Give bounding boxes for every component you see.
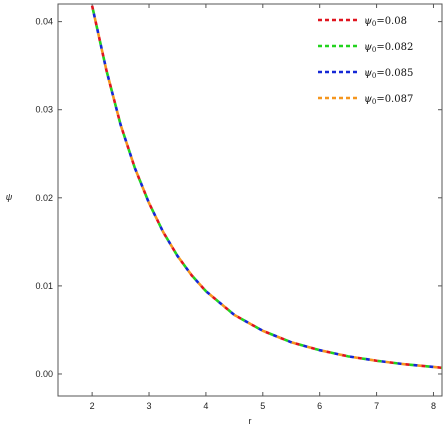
plot-frame — [57, 3, 443, 397]
legend-label-value: =0.087 — [376, 94, 413, 105]
y-tick-label: 0.01 — [35, 281, 53, 291]
legend-label-value: =0.082 — [376, 42, 413, 53]
x-tick-label: 2 — [90, 401, 95, 411]
y-tick-label: 0.02 — [35, 193, 53, 203]
x-tick-label: 6 — [317, 401, 322, 411]
y-tick-label: 0.03 — [35, 105, 53, 115]
x-axis-title: r — [249, 416, 252, 426]
legend-label: ψ0=0.085 — [364, 68, 413, 80]
series-layer — [90, 5, 442, 370]
x-tick-label: 8 — [431, 401, 436, 411]
x-tick-label: 7 — [374, 401, 379, 411]
legend-label-base: ψ — [364, 42, 372, 53]
x-axis: 2 3 4 5 6 7 8 — [90, 4, 436, 411]
legend-label: ψ0=0.082 — [364, 42, 413, 54]
legend-label-value: =0.08 — [376, 16, 407, 27]
legend-label-subscript: 0 — [372, 72, 376, 80]
y-axis-title: ψ — [6, 192, 13, 202]
y-axis: 0.00 0.01 0.02 0.03 0.04 — [35, 17, 442, 379]
series-line-1 — [90, 5, 442, 370]
legend-label-base: ψ — [364, 16, 372, 27]
y-tick-label: 0.04 — [35, 17, 53, 27]
x-tick-label: 5 — [260, 401, 265, 411]
series-line-3 — [90, 5, 442, 370]
legend-label-subscript: 0 — [372, 46, 376, 54]
x-tick-label: 3 — [147, 401, 152, 411]
legend-label: ψ0=0.08 — [364, 16, 407, 28]
series-line-0 — [90, 5, 442, 370]
legend-label-base: ψ — [364, 94, 372, 105]
legend-label-subscript: 0 — [372, 98, 376, 106]
y-tick-label: 0.00 — [35, 369, 53, 379]
legend-label-base: ψ — [364, 68, 372, 79]
legend-label: ψ0=0.087 — [364, 94, 413, 106]
legend-label-value: =0.085 — [376, 68, 413, 79]
legend-label-subscript: 0 — [372, 20, 376, 28]
series-line-2 — [90, 5, 442, 370]
x-tick-label: 4 — [203, 401, 208, 411]
